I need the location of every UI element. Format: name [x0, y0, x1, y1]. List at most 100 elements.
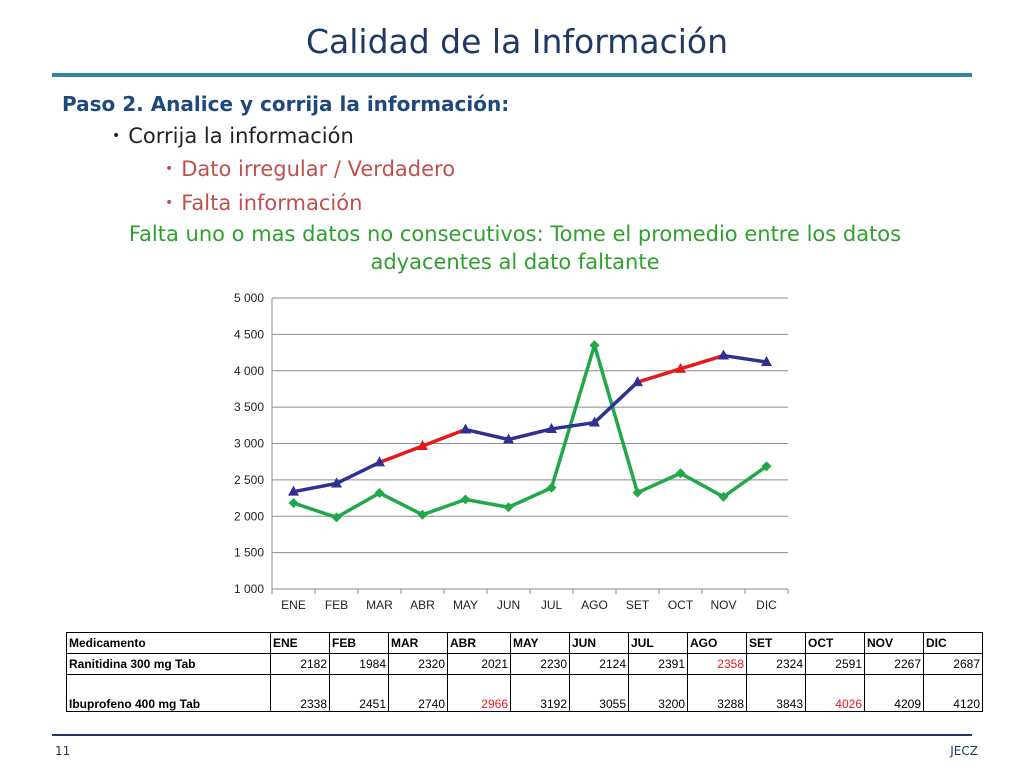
series-1-point [675, 362, 686, 373]
x-tick-label: JUN [497, 598, 520, 612]
series-1-point [589, 416, 600, 427]
x-tick-label: NOV [710, 598, 736, 612]
table-cell-value: 3200 [628, 674, 688, 712]
table-header-cell: AGO [687, 632, 747, 654]
series-0-segment [678, 471, 726, 499]
table-row: Ranitidina 300 mg Tab 2182 1984 2320 2021 223… [66, 653, 983, 675]
y-tick-label: 3 000 [234, 437, 264, 451]
table-cell-value: 2320 [388, 653, 448, 675]
series-1-segment [291, 481, 339, 494]
series-0-point [460, 494, 471, 505]
table-cell-value: 2391 [628, 653, 688, 675]
series-0-segment [291, 501, 339, 520]
bullet-text: Dato irregular / Verdadero [181, 157, 456, 181]
series-1-segment [463, 427, 511, 442]
series-0-segment [377, 491, 425, 517]
series-1-segment [377, 444, 425, 465]
x-tick-label: DIC [756, 598, 777, 612]
series-1-point [503, 433, 514, 444]
table-cell-value: 1984 [329, 653, 389, 675]
table-header-cell: MAR [388, 632, 448, 654]
x-tick-label: SET [626, 598, 650, 612]
table-row: Ibuprofeno 400 mg Tab 2338 2451 2740 2966 319… [66, 674, 983, 712]
table-header-cell: ABR [447, 632, 511, 654]
series-0-segment [420, 497, 468, 517]
series-1-point [632, 376, 643, 387]
series-0-segment [549, 343, 597, 490]
table-cell-value: 2124 [569, 653, 629, 675]
table-cell-value: 4026 [805, 674, 865, 712]
series-1-point [417, 439, 428, 450]
y-tick-label: 2 500 [234, 473, 264, 487]
table-header-row: Medicamento ENE FEB MAR ABR MAY JUN JUL AGO SET OC… [66, 632, 983, 654]
series-1-segment [549, 420, 597, 431]
bullet-irregular: • Dato irregular / Verdadero [165, 157, 455, 181]
bullet-text: Falta información [181, 191, 363, 215]
series-0-point [632, 487, 643, 498]
table-cell-value: 3843 [746, 674, 806, 712]
x-tick-label: MAY [453, 598, 478, 612]
table-cell-value: 2358 [687, 653, 747, 675]
table-cell-value: 2687 [923, 653, 983, 675]
series-1-segment [721, 353, 769, 364]
series-1-point [331, 477, 342, 488]
y-tick-label: 5 000 [234, 291, 264, 305]
y-tick-label: 4 500 [234, 327, 264, 341]
table-header-cell: OCT [805, 632, 865, 654]
slide-title: Calidad de la Información [305, 22, 729, 61]
series-0-point [589, 340, 600, 351]
y-tick-label: 4 000 [234, 364, 264, 378]
table-cell-value: 2966 [447, 674, 511, 712]
y-tick-label: 2 000 [234, 509, 264, 523]
series-1-segment [420, 427, 468, 448]
table-cell-value: 2182 [270, 653, 330, 675]
series-1-point [718, 349, 729, 360]
table-cell-value: 2451 [329, 674, 389, 712]
series-0-segment [592, 343, 640, 495]
table-cell-value: 3288 [687, 674, 747, 712]
bullet-missing: • Falta información [165, 191, 362, 215]
table-cell-value: 3055 [569, 674, 629, 712]
table-header-cell: MAY [510, 632, 570, 654]
footer-divider [52, 734, 972, 736]
table-header-cell: FEB [329, 632, 389, 654]
bullet-correct: • Corrija la información [112, 124, 354, 148]
x-tick-label: FEB [325, 598, 348, 612]
series-1-point [460, 423, 471, 434]
y-tick-label: 1 500 [234, 546, 264, 560]
series-0-segment [334, 491, 382, 520]
table-header-cell: JUL [628, 632, 688, 654]
instruction-note: Falta uno o mas datos no consecutivos: T… [128, 222, 902, 274]
x-tick-label: MAR [366, 598, 393, 612]
series-1-segment [506, 427, 554, 442]
series-0-point [503, 502, 514, 513]
title-divider [52, 73, 972, 77]
series-0-point [374, 487, 385, 498]
table-header-cell: JUN [569, 632, 629, 654]
series-0-segment [463, 497, 511, 509]
table-cell-value: 2021 [447, 653, 511, 675]
x-tick-label: AGO [581, 598, 608, 612]
bullet-dot-icon: • [112, 128, 121, 144]
bullet-text: Corrija la información [128, 124, 354, 148]
series-0-segment [506, 486, 554, 509]
line-chart: 1 000 1 500 2 000 2 500 3 000 3 500 4 000 4 500… [234, 291, 789, 612]
table-header-cell: SET [746, 632, 806, 654]
table-cell-value: 4120 [923, 674, 983, 712]
table-cell-value: 2591 [805, 653, 865, 675]
series-1-segment [635, 367, 683, 384]
y-tick-label: 3 500 [234, 400, 264, 414]
table-cell-value: 2740 [388, 674, 448, 712]
table-header-cell: ENE [270, 632, 330, 654]
series-1-point [288, 485, 299, 496]
table-cell-value: 4209 [864, 674, 924, 712]
data-table: Medicamento ENE FEB MAR ABR MAY JUN JUL AGO SET OC… [66, 632, 983, 712]
x-tick-label: ENE [281, 598, 306, 612]
series-0-point [718, 491, 729, 502]
x-tick-label: JUL [541, 598, 563, 612]
table-cell-value: 3192 [510, 674, 570, 712]
table-cell-value: 2267 [864, 653, 924, 675]
table-cell-value: 2338 [270, 674, 330, 712]
y-tick-label: 1 000 [234, 582, 264, 596]
series-1-segment [334, 460, 382, 486]
